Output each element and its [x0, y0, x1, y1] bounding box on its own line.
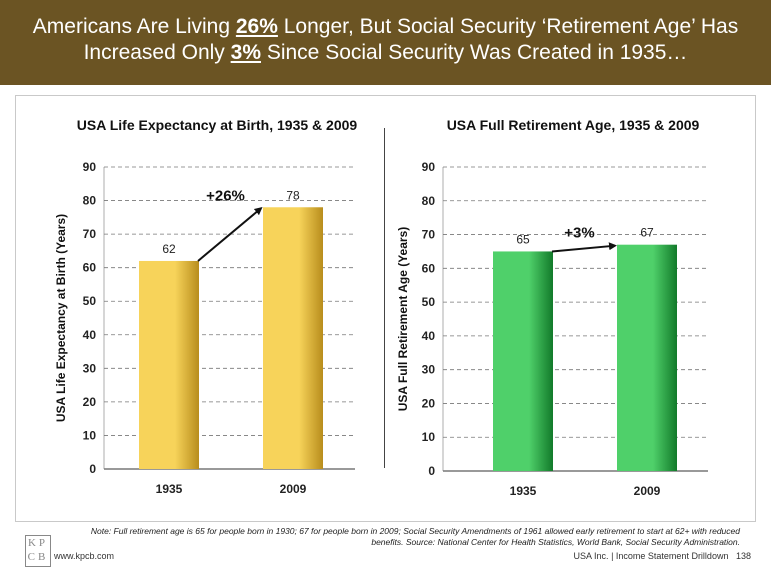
chart-title: USA Full Retirement Age, 1935 & 2009	[447, 117, 700, 133]
footer-right: USA Inc. | Income Statement Drilldown 13…	[574, 551, 751, 561]
y-tick-label: 50	[83, 294, 97, 308]
y-tick-label: 10	[422, 430, 436, 444]
bar-1935	[493, 251, 553, 471]
header-line-2: Increased Only 3% Since Social Security …	[0, 40, 771, 66]
data-label: 67	[640, 226, 654, 240]
x-category-label: 1935	[510, 484, 537, 498]
data-label: 62	[162, 242, 176, 256]
y-tick-label: 0	[89, 462, 96, 476]
y-tick-label: 0	[428, 464, 435, 478]
y-tick-label: 80	[422, 194, 436, 208]
bar-2009	[617, 244, 677, 471]
bar-2009	[263, 207, 323, 469]
header-text: Increased Only	[83, 41, 231, 64]
header-line-1: Americans Are Living 26% Longer, But Soc…	[0, 14, 771, 40]
growth-annotation: +3%	[564, 225, 594, 242]
retirement-age-chart: USA Full Retirement Age, 1935 & 2009 0 10 2…	[396, 117, 708, 498]
y-tick-label: 90	[83, 160, 97, 174]
chart-title: USA Life Expectancy at Birth, 1935 & 200…	[77, 117, 358, 133]
growth-arrow	[551, 242, 617, 253]
bar-1935	[139, 260, 199, 469]
y-tick-label: 20	[422, 396, 436, 410]
content-frame	[15, 95, 756, 522]
data-label: 78	[286, 188, 300, 202]
life-expectancy-chart: USA Life Expectancy at Birth, 1935 & 200…	[54, 117, 358, 496]
growth-annotation: +26%	[206, 187, 245, 204]
y-tick-label: 40	[83, 328, 97, 342]
y-tick-label: 60	[83, 261, 97, 275]
data-label: 65	[516, 232, 530, 246]
header-text: Americans Are Living	[32, 15, 236, 38]
y-axis-title: USA Life Expectancy at Birth (Years)	[54, 214, 68, 422]
header-text: Longer, But Social Security ‘Retirement …	[277, 15, 739, 38]
y-tick-label: 40	[422, 329, 436, 343]
footer-section-label: USA Inc. | Income Statement Drilldown	[573, 551, 729, 561]
website-link[interactable]: www.kpcb.com	[54, 551, 115, 561]
y-tick-label: 70	[422, 228, 436, 242]
y-tick-label: 90	[422, 160, 436, 174]
y-tick-label: 60	[422, 261, 436, 275]
slide-header: Americans Are Living 26% Longer, But Soc…	[0, 0, 771, 85]
y-tick-label: 20	[83, 395, 97, 409]
header-emphasis: 26%	[235, 15, 278, 38]
y-tick-label: 30	[83, 361, 97, 375]
y-axis-title: USA Full Retirement Age (Years)	[396, 227, 410, 412]
y-tick-label: 70	[83, 227, 97, 241]
page-number: 138	[735, 551, 751, 561]
logo-text: KP CB	[27, 537, 49, 563]
growth-arrow	[197, 206, 263, 262]
source-note: Note: Full retirement age is 65 for peop…	[90, 526, 740, 547]
y-tick-label: 50	[422, 295, 436, 309]
x-category-label: 1935	[156, 482, 183, 496]
footer-spacer	[728, 551, 736, 561]
kpcb-logo: KP CB	[25, 535, 51, 567]
y-tick-label: 10	[83, 428, 97, 442]
header-text: Since Social Security Was Created in 193…	[261, 41, 688, 64]
x-category-label: 2009	[634, 484, 661, 498]
x-category-label: 2009	[280, 482, 307, 496]
chart-divider	[384, 128, 385, 468]
y-tick-label: 80	[83, 194, 97, 208]
header-emphasis: 3%	[230, 41, 261, 64]
y-tick-label: 30	[422, 363, 436, 377]
